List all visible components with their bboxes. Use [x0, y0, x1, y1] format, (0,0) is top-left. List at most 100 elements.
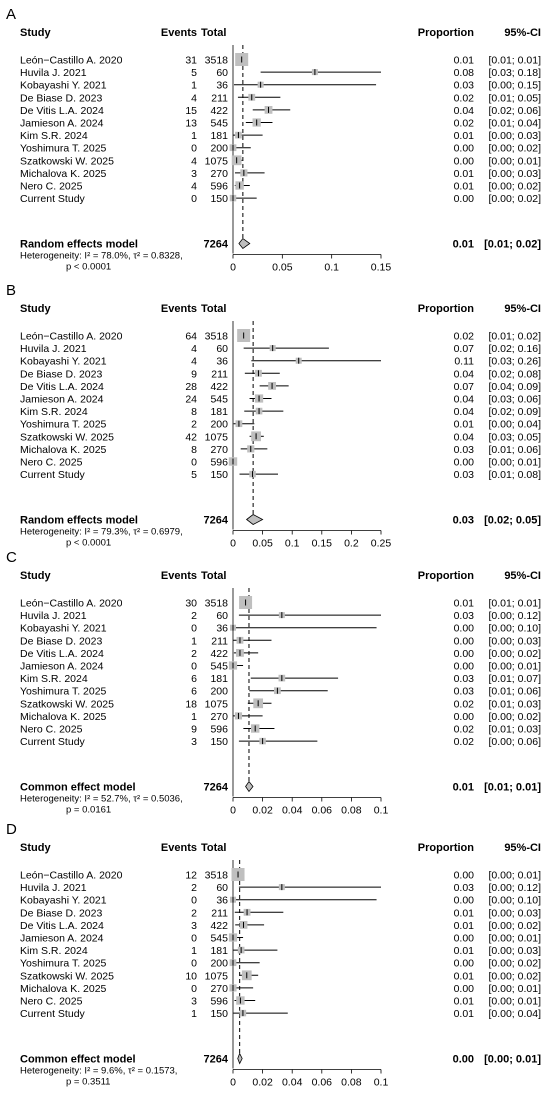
- study-events: 8: [191, 444, 197, 456]
- study-events: 3: [191, 996, 197, 1008]
- study-events: 2: [191, 907, 197, 919]
- study-row: Current Study 5 150 0.03 [0.01; 0.08]: [20, 469, 541, 481]
- pooled-estimate-diamond: [237, 1052, 243, 1065]
- study-name: Nero C. 2025: [20, 724, 83, 736]
- study-row: Current Study 3 150 0.02 [0.00; 0.06]: [20, 736, 541, 748]
- study-total: 150: [210, 736, 228, 748]
- study-name: Kim S.R. 2024: [20, 673, 88, 685]
- study-total: 200: [210, 686, 228, 698]
- study-ci: [0.00; 0.03]: [488, 907, 541, 919]
- pooled-ci: [0.00; 0.01]: [484, 1054, 541, 1066]
- study-ci: [0.00; 0.01]: [488, 870, 541, 882]
- study-name: Jamieson A. 2024: [20, 933, 104, 945]
- study-ci: [0.00; 0.01]: [488, 155, 541, 167]
- x-axis-tick-label: 0.06: [312, 805, 333, 817]
- study-row: De Vitis L.A. 2024 3 422 0.01 [0.00; 0.02]: [20, 920, 541, 932]
- study-proportion: 0.01: [454, 970, 475, 982]
- study-name: Kobayashi Y. 2021: [20, 80, 107, 92]
- panel-a: A Study Events Total Proportion 95%-CI León−Ca…: [6, 6, 541, 274]
- study-proportion: 0.00: [454, 933, 475, 945]
- study-events: 0: [191, 983, 197, 995]
- study-events: 64: [185, 331, 197, 343]
- study-row: Current Study 1 150 0.01 [0.00; 0.04]: [20, 1008, 541, 1020]
- pooled-proportion: 0.01: [453, 782, 474, 794]
- heterogeneity-pvalue: p < 0.0001: [66, 538, 111, 549]
- study-ci: [0.00; 0.04]: [488, 1008, 541, 1020]
- study-ci: [0.01; 0.02]: [488, 331, 541, 343]
- header-total: Total: [201, 842, 226, 854]
- study-proportion: 0.00: [454, 648, 475, 660]
- study-total: 270: [210, 168, 228, 180]
- study-total: 211: [211, 907, 228, 919]
- study-proportion: 0.00: [454, 143, 475, 155]
- study-row: Yoshimura T. 2025 0 200 0.00 [0.00; 0.02]: [20, 958, 541, 970]
- study-proportion: 0.02: [454, 92, 475, 104]
- header-ci: 95%-CI: [504, 570, 541, 582]
- pooled-total: 7264: [204, 239, 229, 251]
- study-total: 60: [216, 343, 228, 355]
- study-proportion: 0.01: [454, 945, 475, 957]
- x-axis-tick-label: 0.04: [282, 805, 303, 817]
- study-proportion: 0.04: [454, 105, 475, 117]
- study-name: Nero C. 2025: [20, 996, 83, 1008]
- panel-label: A: [6, 6, 16, 23]
- study-proportion: 0.00: [454, 661, 475, 673]
- study-ci: [0.00; 0.03]: [488, 168, 541, 180]
- study-row: León−Castillo A. 2020 12 3518 0.00 [0.00; 0.…: [20, 868, 541, 882]
- study-events: 0: [191, 143, 197, 155]
- header-study: Study: [20, 303, 51, 315]
- study-total: 3518: [205, 598, 229, 610]
- study-ci: [0.00; 0.01]: [488, 933, 541, 945]
- study-events: 10: [185, 970, 197, 982]
- study-proportion: 0.00: [454, 155, 475, 167]
- study-events: 1: [191, 635, 197, 647]
- study-row: Kobayashi Y. 2021 0 36 0.00 [0.00; 0.10]: [20, 895, 541, 907]
- panel-b: B Study Events Total Proportion 95%-CI León−Ca…: [6, 282, 541, 550]
- study-proportion: 0.00: [454, 635, 475, 647]
- study-ci: [0.00; 0.10]: [488, 895, 541, 907]
- study-proportion: 0.00: [454, 895, 475, 907]
- study-events: 5: [191, 67, 197, 79]
- study-name: Yoshimura T. 2025: [20, 686, 107, 698]
- study-total: 3518: [205, 870, 229, 882]
- study-name: Kim S.R. 2024: [20, 130, 88, 142]
- study-name: De Biase D. 2023: [20, 368, 102, 380]
- study-row: Kobayashi Y. 2021 4 36 0.11 [0.03; 0.26]: [20, 356, 541, 368]
- study-ci: [0.03; 0.05]: [488, 431, 541, 443]
- study-ci: [0.01; 0.07]: [488, 673, 541, 685]
- study-ci: [0.00; 0.02]: [488, 143, 541, 155]
- study-ci: [0.00; 0.02]: [488, 648, 541, 660]
- header-ci: 95%-CI: [504, 842, 541, 854]
- x-axis-tick-label: 0.15: [371, 262, 392, 274]
- study-row: Szatkowski W. 2025 10 1075 0.01 [0.00; 0.02]: [20, 970, 541, 982]
- heterogeneity-stats: Heterogeneity: I² = 78.0%, τ² = 0.8328,: [20, 251, 183, 262]
- x-axis-tick-label: 0: [230, 538, 236, 550]
- study-row: Jamieson A. 2024 24 545 0.04 [0.03; 0.06]: [20, 394, 541, 406]
- study-name: Michalova K. 2025: [20, 711, 107, 723]
- study-events: 0: [191, 933, 197, 945]
- study-events: 31: [185, 55, 197, 67]
- study-proportion: 0.01: [454, 996, 475, 1008]
- study-proportion: 0.04: [454, 368, 475, 380]
- study-total: 211: [211, 368, 228, 380]
- study-ci: [0.01; 0.04]: [488, 118, 541, 130]
- study-proportion: 0.03: [454, 444, 475, 456]
- study-total: 596: [210, 724, 228, 736]
- study-proportion: 0.02: [454, 698, 475, 710]
- study-ci: [0.01; 0.05]: [488, 92, 541, 104]
- study-ci: [0.01; 0.06]: [488, 686, 541, 698]
- study-ci: [0.00; 0.01]: [488, 983, 541, 995]
- study-row: De Vitis L.A. 2024 2 422 0.00 [0.00; 0.02]: [20, 648, 541, 660]
- study-row: De Biase D. 2023 2 211 0.01 [0.00; 0.03]: [20, 907, 541, 919]
- study-ci: [0.00; 0.01]: [488, 457, 541, 469]
- study-total: 422: [210, 920, 228, 932]
- study-proportion: 0.01: [454, 168, 475, 180]
- study-total: 1075: [205, 155, 229, 167]
- study-ci: [0.00; 0.02]: [488, 193, 541, 205]
- study-name: Current Study: [20, 469, 86, 481]
- study-events: 9: [191, 724, 197, 736]
- study-total: 1075: [205, 431, 229, 443]
- x-axis-tick-label: 0.25: [371, 538, 392, 550]
- study-ci: [0.00; 0.02]: [488, 958, 541, 970]
